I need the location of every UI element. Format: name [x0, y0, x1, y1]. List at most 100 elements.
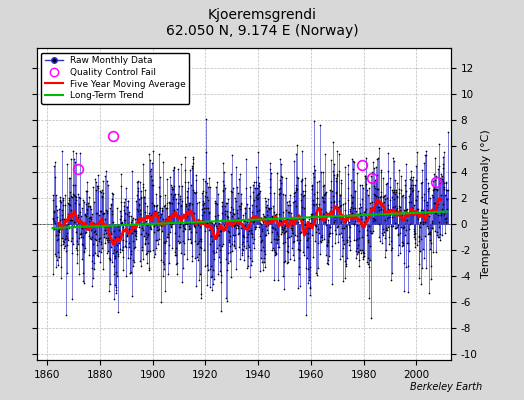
- Point: [383, 215, 391, 221]
- Point: [255, 180, 263, 186]
- Point: [188, 164, 196, 171]
- Point: [187, 182, 195, 188]
- Point: [423, 207, 431, 214]
- Point: [404, 210, 412, 217]
- Point: [195, 238, 203, 244]
- Point: [377, 167, 386, 174]
- Point: [330, 197, 338, 204]
- Point: [321, 191, 329, 197]
- Point: [239, 239, 247, 245]
- Point: [102, 207, 110, 213]
- Point: [408, 204, 417, 211]
- Point: [345, 206, 354, 212]
- Point: [423, 225, 432, 231]
- Point: [147, 226, 155, 232]
- Point: [70, 156, 79, 162]
- Point: [344, 162, 353, 168]
- Point: [52, 252, 61, 259]
- Point: [386, 212, 395, 219]
- Point: [194, 256, 203, 263]
- Point: [358, 222, 367, 229]
- Point: [91, 236, 100, 243]
- Point: [296, 283, 304, 290]
- Point: [205, 227, 213, 233]
- Point: [255, 182, 264, 189]
- Point: [411, 177, 420, 184]
- Point: [343, 239, 351, 246]
- Point: [374, 186, 382, 193]
- Point: [232, 225, 241, 232]
- Point: [253, 148, 261, 155]
- Point: [433, 186, 441, 192]
- Point: [194, 217, 202, 224]
- Point: [319, 195, 328, 201]
- Point: [339, 218, 347, 224]
- Point: [247, 258, 256, 264]
- Point: [355, 205, 364, 212]
- Point: [67, 193, 75, 199]
- Point: [391, 220, 399, 226]
- Point: [427, 263, 435, 269]
- Point: [277, 180, 285, 186]
- Point: [389, 223, 397, 229]
- Point: [63, 200, 72, 206]
- Point: [147, 212, 155, 218]
- Point: [207, 218, 215, 225]
- Point: [83, 206, 91, 212]
- Point: [60, 239, 68, 246]
- Point: [353, 251, 362, 257]
- Point: [384, 150, 392, 156]
- Point: [173, 215, 181, 221]
- Point: [241, 210, 249, 216]
- Point: [303, 230, 312, 236]
- Point: [139, 181, 147, 187]
- Point: [230, 238, 238, 245]
- Point: [292, 185, 300, 191]
- Point: [74, 212, 82, 219]
- Point: [154, 211, 162, 218]
- Point: [263, 217, 271, 224]
- Point: [417, 281, 425, 288]
- Point: [84, 194, 93, 200]
- Point: [261, 250, 269, 257]
- Point: [387, 223, 395, 230]
- Point: [196, 235, 205, 242]
- Point: [269, 225, 277, 231]
- Point: [284, 242, 292, 249]
- Point: [200, 204, 208, 211]
- Point: [77, 234, 85, 240]
- Point: [143, 260, 151, 266]
- Point: [112, 290, 120, 296]
- Point: [64, 194, 73, 201]
- Point: [381, 225, 390, 232]
- Point: [144, 210, 152, 216]
- Point: [73, 214, 82, 220]
- Point: [321, 190, 330, 196]
- Point: [134, 207, 142, 214]
- Point: [163, 204, 171, 211]
- Point: [389, 187, 398, 193]
- Point: [388, 187, 396, 193]
- Point: [407, 168, 415, 174]
- Point: [271, 210, 280, 217]
- Point: [268, 203, 277, 209]
- Point: [365, 295, 373, 301]
- Point: [305, 220, 314, 226]
- Point: [280, 259, 288, 265]
- Point: [140, 220, 148, 227]
- Point: [431, 228, 440, 234]
- Point: [211, 200, 220, 206]
- Point: [223, 208, 231, 214]
- Point: [178, 214, 186, 220]
- Point: [268, 224, 276, 230]
- Point: [78, 240, 86, 247]
- Point: [162, 216, 170, 223]
- Point: [357, 203, 365, 210]
- Point: [329, 168, 337, 174]
- Point: [438, 201, 446, 207]
- Point: [323, 241, 331, 248]
- Point: [148, 148, 157, 154]
- Point: [334, 223, 342, 229]
- Point: [201, 192, 209, 199]
- Point: [110, 228, 118, 234]
